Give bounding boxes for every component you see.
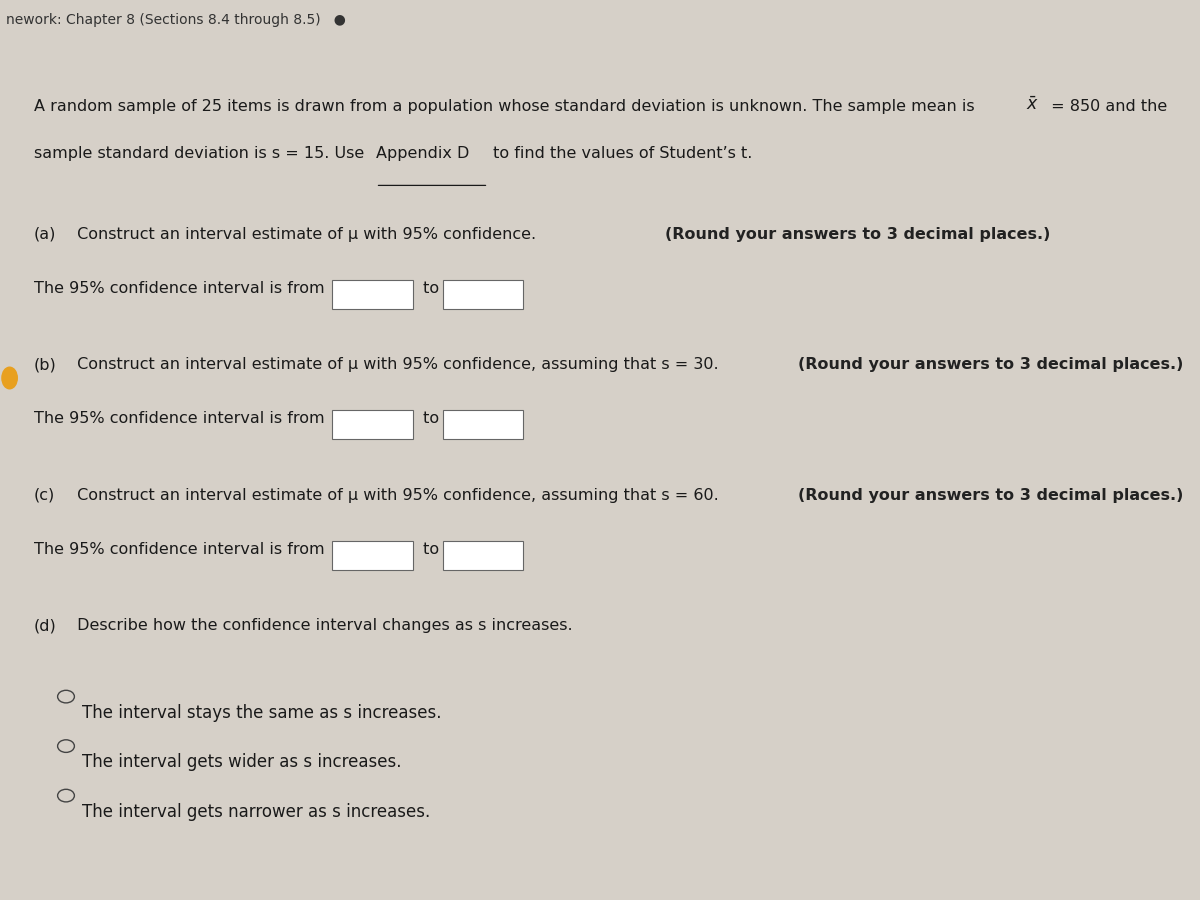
Text: Appendix D: Appendix D	[376, 146, 469, 161]
Text: (d): (d)	[34, 618, 56, 634]
FancyBboxPatch shape	[443, 410, 523, 439]
Text: A random sample of 25 items is drawn from a population whose standard deviation : A random sample of 25 items is drawn fro…	[34, 99, 979, 114]
Text: (b): (b)	[34, 357, 56, 373]
FancyBboxPatch shape	[332, 280, 413, 309]
Text: Construct an interval estimate of μ with 95% confidence, assuming that s = 30.: Construct an interval estimate of μ with…	[72, 357, 724, 373]
Text: The interval gets narrower as s increases.: The interval gets narrower as s increase…	[82, 803, 430, 821]
Text: The interval gets wider as s increases.: The interval gets wider as s increases.	[82, 753, 401, 771]
Text: = 850 and the: = 850 and the	[1046, 99, 1168, 114]
Text: (a): (a)	[34, 227, 56, 242]
Text: (Round your answers to 3 decimal places.): (Round your answers to 3 decimal places.…	[798, 357, 1183, 373]
Text: to: to	[418, 281, 444, 296]
Text: The 95% confidence interval is from: The 95% confidence interval is from	[34, 411, 324, 427]
Text: The interval stays the same as s increases.: The interval stays the same as s increas…	[82, 704, 442, 722]
Text: $\bar{x}$: $\bar{x}$	[1026, 96, 1039, 114]
FancyBboxPatch shape	[443, 541, 523, 570]
Circle shape	[2, 367, 17, 389]
FancyBboxPatch shape	[443, 280, 523, 309]
Text: sample standard deviation is s = 15. Use: sample standard deviation is s = 15. Use	[34, 146, 368, 161]
FancyBboxPatch shape	[332, 541, 413, 570]
Text: nework: Chapter 8 (Sections 8.4 through 8.5)   ●: nework: Chapter 8 (Sections 8.4 through …	[6, 14, 346, 27]
Text: The 95% confidence interval is from: The 95% confidence interval is from	[34, 281, 324, 296]
Text: (Round your answers to 3 decimal places.): (Round your answers to 3 decimal places.…	[798, 488, 1183, 503]
Text: Construct an interval estimate of μ with 95% confidence.: Construct an interval estimate of μ with…	[72, 227, 541, 242]
Text: The 95% confidence interval is from: The 95% confidence interval is from	[34, 542, 324, 557]
Text: to find the values of Student’s t.: to find the values of Student’s t.	[488, 146, 752, 161]
Text: to: to	[418, 542, 444, 557]
Text: Describe how the confidence interval changes as s increases.: Describe how the confidence interval cha…	[72, 618, 572, 634]
FancyBboxPatch shape	[332, 410, 413, 439]
Text: (c): (c)	[34, 488, 55, 503]
Text: to: to	[418, 411, 444, 427]
Text: Construct an interval estimate of μ with 95% confidence, assuming that s = 60.: Construct an interval estimate of μ with…	[72, 488, 724, 503]
Text: (Round your answers to 3 decimal places.): (Round your answers to 3 decimal places.…	[665, 227, 1050, 242]
